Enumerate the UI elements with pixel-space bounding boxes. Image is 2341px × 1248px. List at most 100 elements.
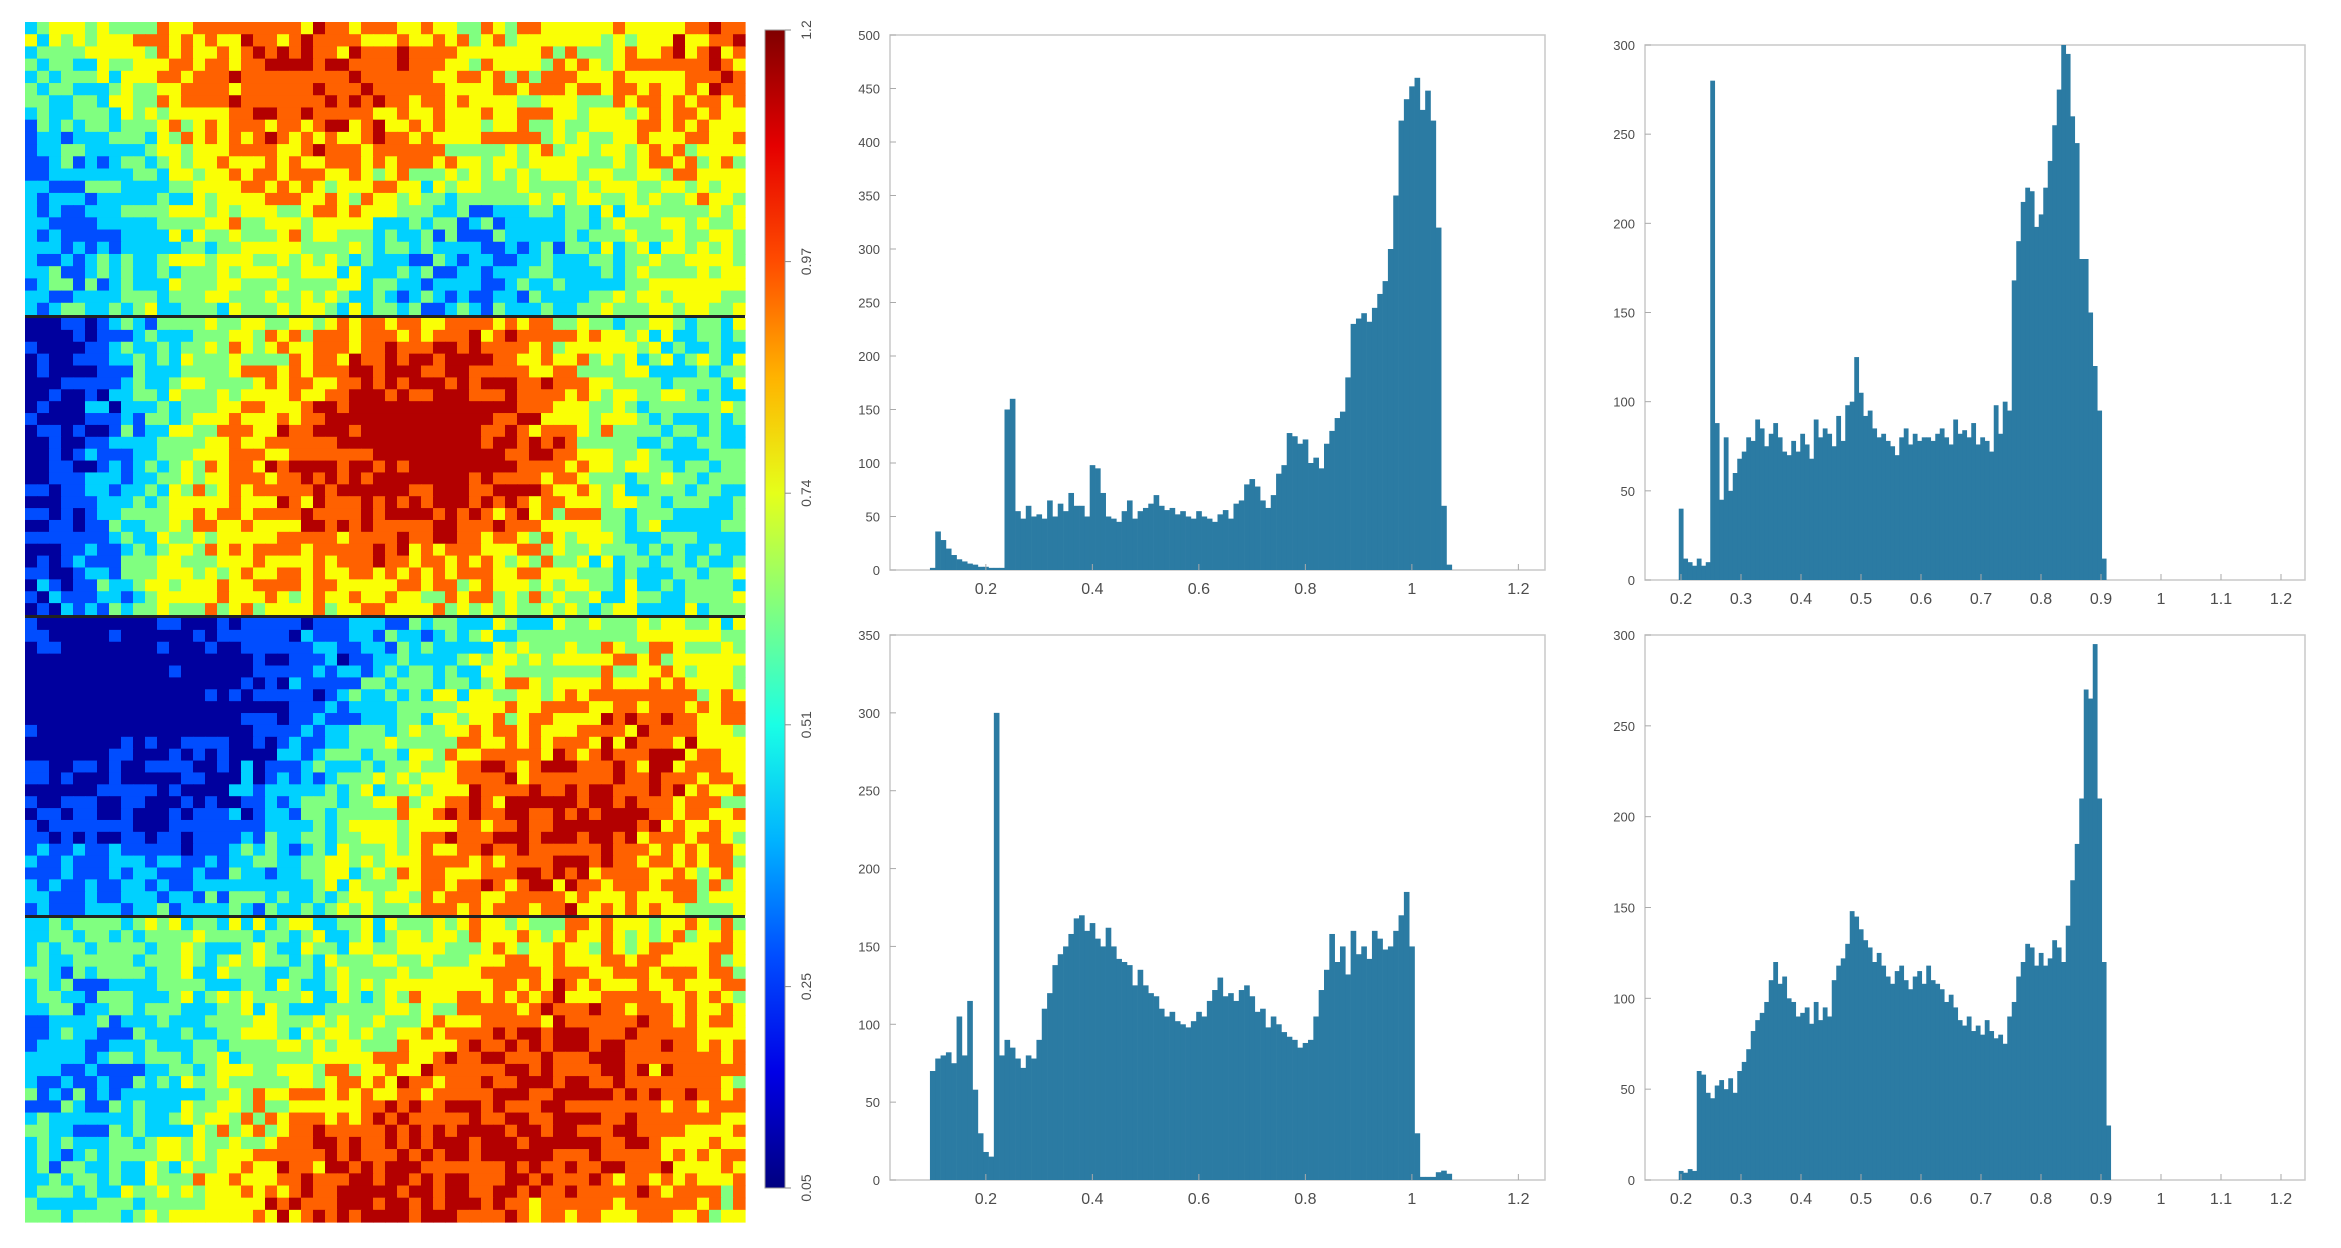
heatmap-cell [457,266,470,279]
heatmap-cell [97,930,110,943]
heatmap-cell [37,641,50,655]
heatmap-cell [181,58,194,72]
heatmap-cell [361,472,374,485]
heatmap-cell [637,389,650,402]
heatmap-cell [385,180,398,194]
heatmap-cell [601,819,614,833]
heatmap-cell [109,603,122,616]
heatmap-cell [205,567,218,580]
heatmap-cell [709,58,722,72]
heatmap-cell [241,448,254,462]
heatmap-cell [517,579,530,592]
heatmap-cell [265,58,278,72]
heatmap-cell [721,508,734,521]
heatmap-cell [553,329,566,343]
heatmap-cell [361,460,374,474]
heatmap-cell [601,290,614,304]
heatmap-cell [61,918,74,931]
heatmap-cell [289,641,302,655]
heatmap-cell [73,665,86,678]
heatmap-cell [229,918,242,931]
heatmap-cell [373,318,386,331]
heatmap-cell [181,990,194,1004]
heatmap-cell [121,543,134,557]
heatmap-cell [361,119,374,133]
heatmap-cell [385,484,398,497]
heatmap-cell [301,808,314,821]
heatmap-cell [85,555,98,569]
heatmap-cell [589,290,602,304]
heatmap-cell [505,760,518,774]
heatmap-cell [637,867,650,880]
heatmap-cell [493,22,506,35]
heatmap-cell [601,229,614,243]
heatmap-cell [277,241,290,255]
heatmap-cell [685,278,698,292]
heatmap-cell [721,34,734,48]
heatmap-cell [229,377,242,390]
heatmap-cell [637,34,650,48]
heatmap-cell [565,831,578,845]
heatmap-cell [685,365,698,378]
heatmap-cell [85,519,98,533]
heatmap-cell [493,46,506,60]
heatmap-cell [97,954,110,968]
heatmap-cell [481,867,494,880]
heatmap-cell [589,436,602,450]
heatmap-cell [709,930,722,943]
heatmap-cell [337,119,350,133]
heatmap-cell [241,70,254,84]
heatmap-cell [529,579,542,592]
heatmap-cell [457,990,470,1004]
heatmap-cell [133,918,146,931]
heatmap-cell [241,772,254,785]
heatmap-cell [49,855,62,869]
heatmap-cell [25,641,38,655]
heatmap-cell [61,241,74,255]
heatmap-cell [385,618,398,631]
heatmap-cell [157,241,170,255]
heatmap-cell [553,70,566,84]
heatmap-cell [133,156,146,170]
heatmap-cell [385,229,398,243]
heatmap-cell [169,879,182,892]
heatmap-cell [229,413,242,426]
heatmap-cell [709,329,722,343]
heatmap-cell [481,107,494,121]
heatmap-cell [661,22,674,35]
heatmap-cell [637,278,650,292]
heatmap-cell [469,329,482,343]
heatmap-cell [469,508,482,521]
heatmap-cell [61,653,74,667]
heatmap-cell [301,168,314,182]
heatmap-cell [181,302,194,316]
heatmap-cell [265,401,278,414]
heatmap-cell [97,107,110,121]
heatmap-cell [721,192,734,206]
heatmap-cell [709,784,722,797]
heatmap-cell [25,796,38,809]
heatmap-cell [181,119,194,133]
heatmap-cell [133,241,146,255]
heatmap-cell [601,377,614,390]
heatmap-cell [493,701,506,714]
heatmap-cell [397,543,410,557]
heatmap-cell [205,978,218,992]
heatmap-cell [49,978,62,992]
heatmap-cell [481,653,494,667]
heatmap-cell [397,942,410,956]
heatmap-cell [421,205,434,218]
heatmap-cell [589,903,602,916]
heatmap-cell [217,401,230,414]
heatmap-cell [541,978,554,992]
heatmap-cell [133,748,146,762]
heatmap-cell [37,772,50,785]
heatmap-cell [613,278,626,292]
heatmap-cell [265,831,278,845]
heatmap-cell [301,591,314,604]
heatmap-cell [601,831,614,845]
heatmap-cell [637,1015,650,1029]
heatmap-cell [709,436,722,450]
heatmap-cell [253,413,266,426]
heatmap-cell [169,192,182,206]
